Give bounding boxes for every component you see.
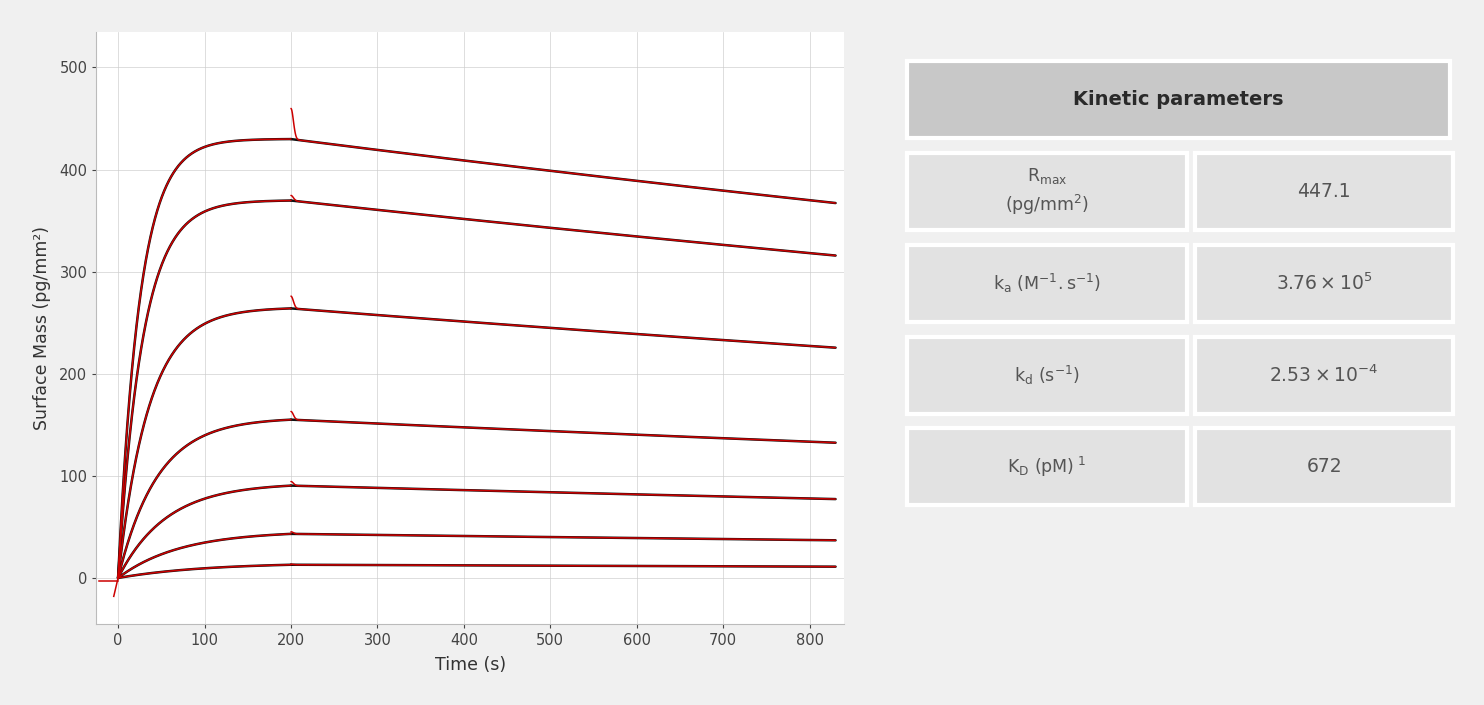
Bar	[1195, 153, 1453, 230]
Text: $\mathrm{2.53 \times 10^{-4}}$: $\mathrm{2.53 \times 10^{-4}}$	[1269, 364, 1379, 386]
Bar	[907, 337, 1187, 414]
Bar	[907, 245, 1187, 322]
Text: 447.1: 447.1	[1297, 182, 1350, 201]
Text: 672: 672	[1306, 458, 1342, 477]
Text: $\mathrm{R_{max}}$
$\mathrm{(pg/mm^2)}$: $\mathrm{R_{max}}$ $\mathrm{(pg/mm^2)}$	[1005, 166, 1089, 217]
Text: $\mathrm{k_a\ (M^{-1}.s^{-1})}$: $\mathrm{k_a\ (M^{-1}.s^{-1})}$	[993, 272, 1101, 295]
Bar	[907, 429, 1187, 505]
Text: $\mathrm{3.76 \times 10^5}$: $\mathrm{3.76 \times 10^5}$	[1276, 273, 1373, 294]
Bar	[907, 153, 1187, 230]
Bar	[1195, 245, 1453, 322]
Text: $\mathrm{k_d\ (s^{-1})}$: $\mathrm{k_d\ (s^{-1})}$	[1014, 364, 1080, 387]
Y-axis label: Surface Mass (pg/mm²): Surface Mass (pg/mm²)	[33, 226, 50, 430]
Text: Kinetic parameters: Kinetic parameters	[1073, 90, 1284, 109]
Bar	[1195, 429, 1453, 505]
Text: $\mathrm{K_D\ (pM)^{\ 1}}$: $\mathrm{K_D\ (pM)^{\ 1}}$	[1008, 455, 1086, 479]
Bar	[1195, 337, 1453, 414]
X-axis label: Time (s): Time (s)	[435, 656, 506, 674]
Bar	[907, 61, 1450, 138]
